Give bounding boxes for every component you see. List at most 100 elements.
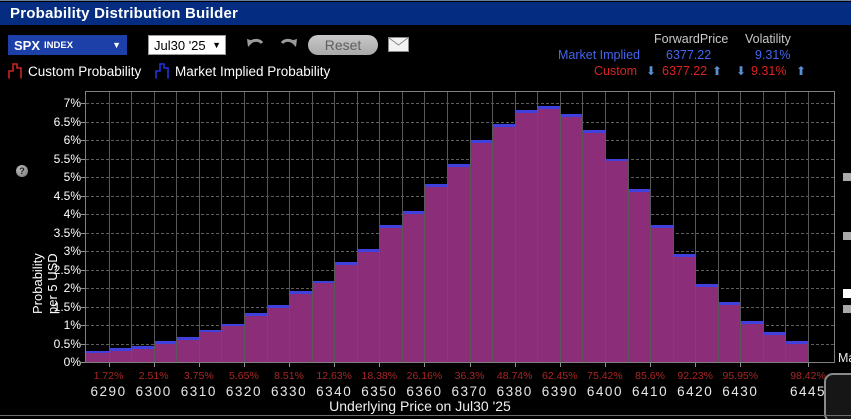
histogram-bar[interactable]	[86, 92, 109, 362]
x-axis-title: Underlying Price on Jul30 '25	[329, 398, 511, 414]
histogram-bar[interactable]	[153, 92, 177, 362]
histogram-bar[interactable]	[650, 92, 673, 362]
cumulative-probability-label: 18.38%	[361, 370, 398, 382]
custom-bar	[672, 256, 696, 362]
x-tick-mark	[243, 363, 245, 367]
vertical-gridline	[695, 92, 697, 362]
volatility-increase-icon[interactable]: ⬆	[796, 64, 807, 78]
histogram-bar[interactable]	[762, 92, 786, 362]
window-bottom-divider	[0, 415, 851, 416]
horizontal-gridline	[86, 158, 834, 160]
cumulative-probability-label: 5.65%	[229, 370, 259, 382]
forward-price-increase-icon[interactable]: ⬆	[712, 64, 723, 78]
histogram-bar[interactable]	[717, 92, 741, 362]
expiry-value: Jul30 '25	[154, 37, 206, 53]
histogram-bar[interactable]	[198, 92, 222, 362]
histogram-bar[interactable]	[559, 92, 583, 362]
histogram-bar[interactable]	[243, 92, 267, 362]
x-tick-label: 6400	[586, 384, 623, 399]
x-tick-mark	[808, 363, 809, 367]
right-edge-handle[interactable]	[843, 232, 851, 240]
histogram-bar[interactable]	[334, 92, 357, 362]
histogram-bar[interactable]	[695, 92, 718, 362]
histogram-bar[interactable]	[740, 92, 763, 362]
custom-bar	[447, 167, 470, 362]
histogram-bar[interactable]	[604, 92, 628, 362]
y-tick-label: 5.5%	[53, 151, 81, 166]
histogram-bar[interactable]	[221, 92, 244, 362]
y-tick-mark	[81, 140, 85, 141]
x-tick-mark	[153, 363, 155, 367]
right-edge-handle[interactable]	[843, 289, 851, 298]
undo-arrow-icon	[247, 38, 264, 47]
histogram-bar[interactable]	[672, 92, 696, 362]
y-tick-mark	[81, 325, 85, 326]
y-tick-mark	[81, 103, 85, 104]
histogram-bar[interactable]	[131, 92, 154, 362]
vertical-gridline	[198, 92, 200, 362]
undo-button[interactable]	[245, 35, 265, 55]
x-tick-mark	[379, 363, 381, 367]
x-tick-mark	[108, 363, 110, 367]
x-tick-label: 6350	[361, 384, 398, 399]
custom-volatility[interactable]: 9.31%	[751, 64, 787, 78]
vertical-gridline	[582, 92, 584, 362]
y-tick-label: 3%	[63, 244, 81, 258]
histogram-bar[interactable]	[514, 92, 538, 362]
histogram-bar[interactable]	[627, 92, 651, 362]
vertical-gridline	[356, 92, 358, 362]
custom-bar	[492, 126, 515, 362]
y-tick-label: 4.5%	[53, 188, 81, 203]
vertical-gridline	[627, 92, 629, 362]
cumulative-probability-label: 48.74%	[496, 370, 533, 382]
clipped-corner-button[interactable]	[824, 373, 851, 419]
volatility-decrease-icon[interactable]: ⬇	[736, 64, 747, 78]
y-tick-mark	[81, 177, 85, 178]
histogram-bar[interactable]	[266, 92, 290, 362]
vertical-gridline	[221, 92, 223, 362]
custom-bar	[108, 350, 132, 362]
histogram-bar[interactable]	[289, 92, 312, 362]
security-select[interactable]: SPX INDEX ▼	[8, 35, 127, 55]
histogram-bar[interactable]	[537, 92, 560, 362]
redo-button[interactable]	[279, 35, 299, 55]
histogram-bar[interactable]	[401, 92, 425, 362]
histogram-bar[interactable]	[785, 92, 808, 362]
vertical-gridline	[604, 92, 606, 362]
right-edge-handle[interactable]	[843, 305, 851, 313]
expiry-select[interactable]: Jul30 '25 ▼	[148, 35, 226, 55]
title-bar: Probability Distribution Builder	[0, 2, 851, 25]
forward-price-decrease-icon[interactable]: ⬇	[646, 64, 657, 78]
custom-bar	[717, 305, 741, 362]
y-tick-mark	[81, 195, 85, 197]
custom-bar	[221, 326, 244, 362]
security-type: INDEX	[44, 40, 74, 51]
y-tick-label: 4%	[63, 207, 81, 221]
histogram-bar[interactable]	[424, 92, 447, 362]
custom-bar	[469, 142, 493, 362]
vertical-gridline	[559, 92, 561, 362]
y-tick-label: 7%	[63, 96, 81, 110]
histogram-bar[interactable]	[492, 92, 515, 362]
vertical-gridline	[311, 92, 313, 362]
right-edge-handle[interactable]	[843, 173, 851, 181]
help-icon[interactable]: ?	[16, 165, 28, 177]
histogram-bar[interactable]	[176, 92, 199, 362]
x-tick-label: 6430	[722, 384, 759, 399]
histogram-bar[interactable]	[108, 92, 132, 362]
legend-market-implied-probability: Market Implied Probability	[155, 63, 330, 79]
custom-bar	[740, 323, 763, 362]
histogram-bar[interactable]	[379, 92, 402, 362]
envelope-button[interactable]	[388, 37, 409, 57]
histogram-bar[interactable]	[582, 92, 605, 362]
vertical-gridline	[424, 92, 426, 362]
histogram-bar[interactable]	[447, 92, 470, 362]
histogram-bar[interactable]	[469, 92, 493, 362]
custom-bar	[695, 287, 718, 362]
horizontal-gridline	[86, 103, 834, 104]
histogram-bar[interactable]	[356, 92, 380, 362]
histogram-bar[interactable]	[311, 92, 335, 362]
reset-button[interactable]: Reset	[308, 35, 378, 55]
market-implied-forward-price: 6377.22	[666, 48, 712, 62]
custom-forward-price[interactable]: 6377.22	[662, 64, 708, 78]
